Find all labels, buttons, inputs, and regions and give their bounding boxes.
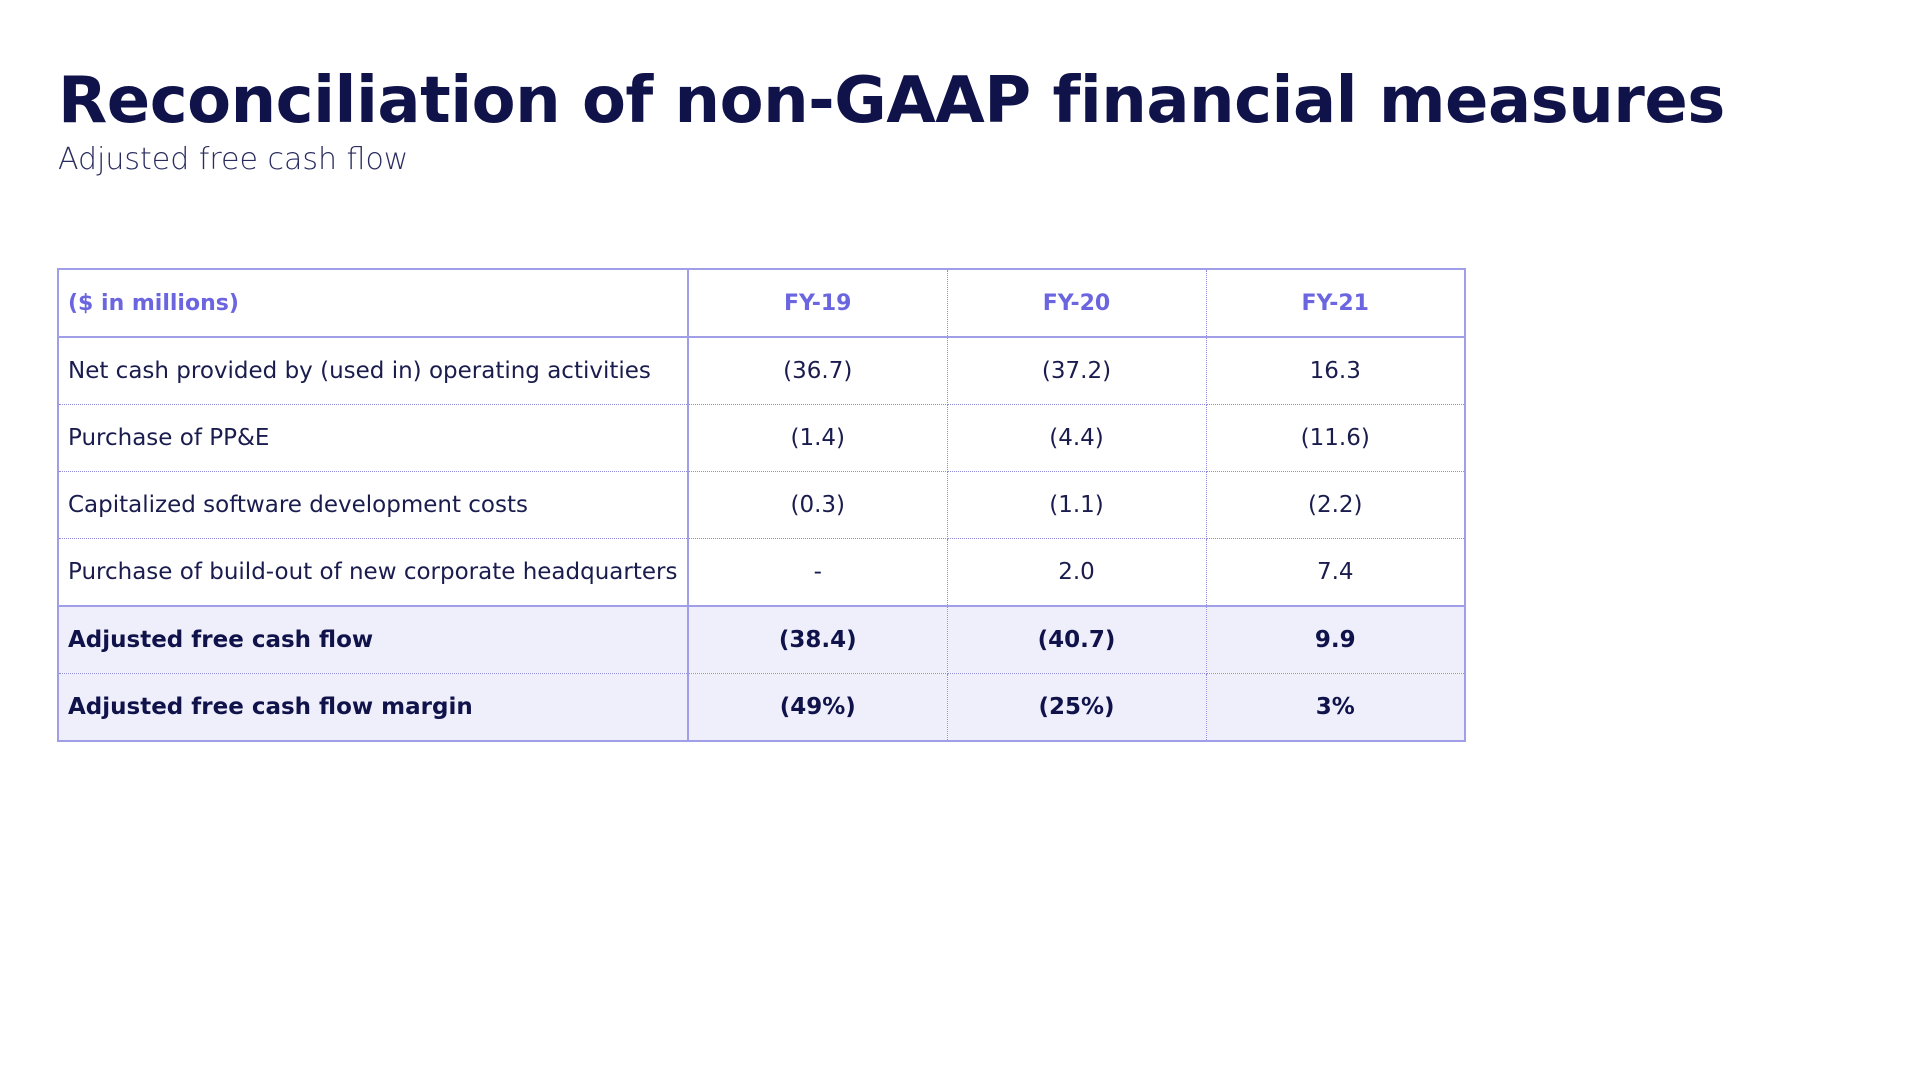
row-value-fy20: (4.4) xyxy=(946,404,1207,472)
row-value-fy19: (0.3) xyxy=(687,471,948,539)
column-header-fy20: FY-20 xyxy=(946,269,1207,338)
margin-value-fy21: 3% xyxy=(1205,673,1466,742)
row-label: Purchase of build-out of new corporate h… xyxy=(57,538,689,607)
total-value-fy21: 9.9 xyxy=(1205,605,1466,674)
table-row: Purchase of build-out of new corporate h… xyxy=(57,538,1466,607)
row-value-fy21: (11.6) xyxy=(1205,404,1466,472)
row-label: Net cash provided by (used in) operating… xyxy=(57,337,689,405)
table-row: Capitalized software development costs (… xyxy=(57,471,1466,539)
row-value-fy19: - xyxy=(687,538,948,607)
unit-header: ($ in millions) xyxy=(57,269,689,338)
margin-row-label: Adjusted free cash flow margin xyxy=(57,673,689,742)
row-value-fy20: (1.1) xyxy=(946,471,1207,539)
total-row: Adjusted free cash flow (38.4) (40.7) 9.… xyxy=(57,605,1466,674)
row-label: Purchase of PP&E xyxy=(57,404,689,472)
column-header-fy19: FY-19 xyxy=(687,269,948,338)
reconciliation-table: ($ in millions) FY-19 FY-20 FY-21 Net ca… xyxy=(57,268,1466,742)
row-value-fy19: (36.7) xyxy=(687,337,948,405)
table-row: Purchase of PP&E (1.4) (4.4) (11.6) xyxy=(57,404,1466,472)
row-value-fy21: 16.3 xyxy=(1205,337,1466,405)
margin-value-fy20: (25%) xyxy=(946,673,1207,742)
row-value-fy19: (1.4) xyxy=(687,404,948,472)
total-value-fy20: (40.7) xyxy=(946,605,1207,674)
table-row: Net cash provided by (used in) operating… xyxy=(57,337,1466,405)
page-subtitle: Adjusted free cash flow xyxy=(58,142,409,177)
margin-row: Adjusted free cash flow margin (49%) (25… xyxy=(57,673,1466,742)
margin-value-fy19: (49%) xyxy=(687,673,948,742)
table-header-row: ($ in millions) FY-19 FY-20 FY-21 xyxy=(57,269,1466,338)
page-title: Reconciliation of non-GAAP financial mea… xyxy=(58,64,1725,138)
total-value-fy19: (38.4) xyxy=(687,605,948,674)
row-value-fy20: (37.2) xyxy=(946,337,1207,405)
row-value-fy21: 7.4 xyxy=(1205,538,1466,607)
row-value-fy21: (2.2) xyxy=(1205,471,1466,539)
row-value-fy20: 2.0 xyxy=(946,538,1207,607)
column-header-fy21: FY-21 xyxy=(1205,269,1466,338)
row-label: Capitalized software development costs xyxy=(57,471,689,539)
total-row-label: Adjusted free cash flow xyxy=(57,605,689,674)
